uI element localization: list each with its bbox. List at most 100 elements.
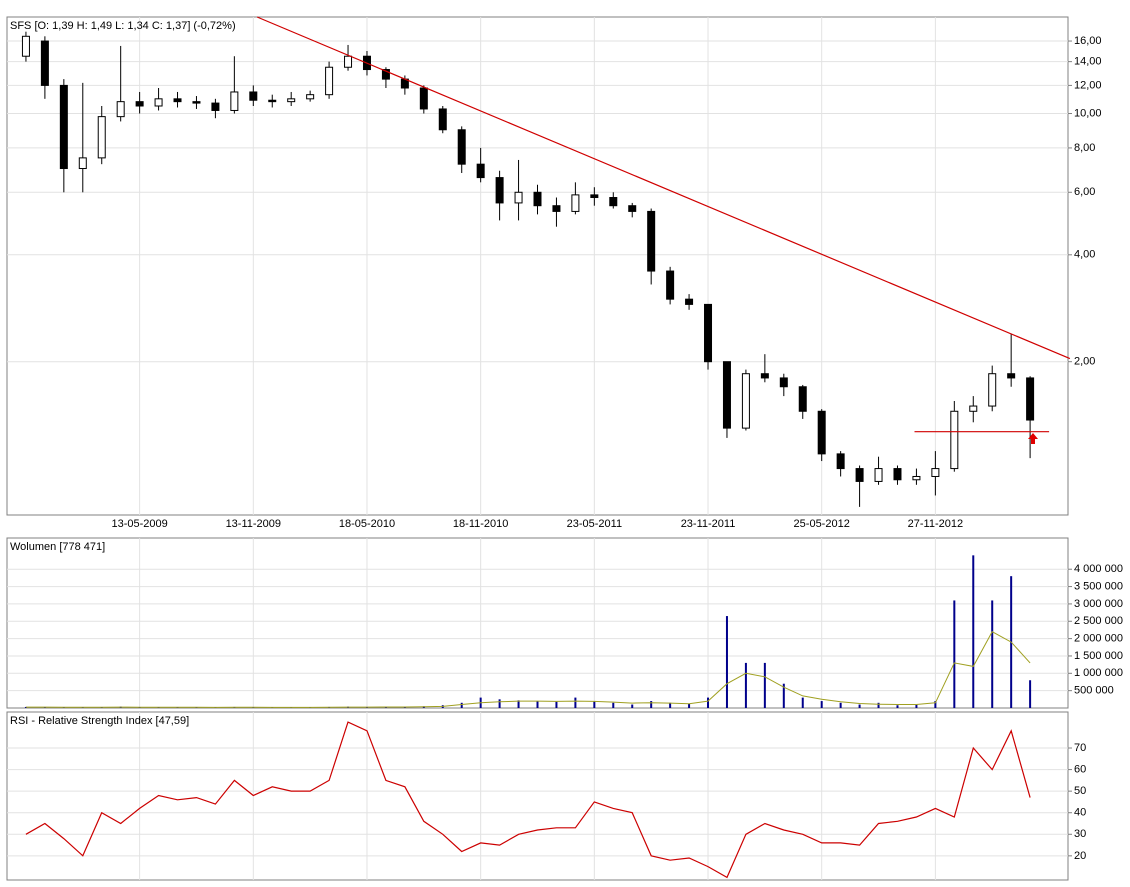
candle-body <box>722 361 731 429</box>
y-tick-label: 4,00 <box>1074 249 1095 261</box>
volume-bar <box>934 701 937 708</box>
candle-body <box>704 303 713 363</box>
y-tick-label: 3 000 000 <box>1074 598 1123 610</box>
volume-bar <box>555 701 558 708</box>
y-tick-label: 4 000 000 <box>1074 563 1123 575</box>
candle-body <box>760 373 769 379</box>
volume-bar <box>612 702 615 708</box>
volume-bar <box>972 555 975 708</box>
volume-average-line <box>25 631 1031 708</box>
candle-body <box>798 386 807 412</box>
candle-body <box>344 55 353 68</box>
candle-body <box>97 116 106 159</box>
y-tick-label: 40 <box>1074 807 1086 819</box>
candle-body <box>154 98 163 107</box>
volume-bar <box>669 702 672 708</box>
candle-body <box>609 197 618 207</box>
x-tick-label: 23-05-2011 <box>567 518 622 530</box>
candle-body <box>836 453 845 470</box>
volume-bar <box>953 600 956 708</box>
panel-frame <box>6 711 1069 881</box>
y-tick-label: 3 500 000 <box>1074 580 1123 592</box>
candle-body <box>249 91 258 101</box>
trend-line <box>256 16 1071 360</box>
candle-body <box>325 66 334 96</box>
y-tick-label: 50 <box>1074 785 1086 797</box>
y-tick-label: 500 000 <box>1074 685 1114 697</box>
volume-bar <box>991 600 994 708</box>
y-tick-label: 60 <box>1074 763 1086 775</box>
candle-body <box>287 98 296 103</box>
volume-bar <box>460 702 463 708</box>
candle-body <box>666 270 675 300</box>
candle-body <box>817 410 826 455</box>
candle-body <box>495 177 504 204</box>
volume-bar <box>744 662 747 708</box>
arrow <box>1028 433 1038 444</box>
y-tick-label: 2,00 <box>1074 356 1095 368</box>
candle-body <box>40 40 49 86</box>
volume-bar <box>858 704 861 708</box>
candle-body <box>779 377 788 388</box>
candle-body <box>855 468 864 482</box>
candle-body <box>78 157 87 170</box>
y-tick-label: 70 <box>1074 742 1086 754</box>
candle-body <box>173 98 182 103</box>
x-tick-label: 27-11-2012 <box>908 518 963 530</box>
candle-body <box>21 35 30 57</box>
volume-bar <box>801 697 804 708</box>
volume-bar <box>631 704 634 708</box>
panel-title: Wolumen [778 471] <box>10 541 105 553</box>
candle-body <box>533 191 542 207</box>
candle-body <box>988 373 997 407</box>
candle-body <box>476 163 485 179</box>
volume-bar <box>782 683 785 708</box>
rsi-line <box>25 721 1031 879</box>
y-tick-label: 30 <box>1074 828 1086 840</box>
volume-bar <box>1029 680 1032 708</box>
volume-bar <box>820 701 823 708</box>
y-tick-label: 6,00 <box>1074 186 1095 198</box>
volume-bar <box>877 702 880 708</box>
candle-body <box>1007 373 1016 379</box>
volume-bar <box>574 697 577 708</box>
candle-body <box>685 298 694 305</box>
y-tick-label: 20 <box>1074 850 1086 862</box>
x-tick-label: 25-05-2012 <box>794 518 850 530</box>
volume-bar <box>896 705 899 708</box>
panel-title: RSI - Relative Strength Index [47,59] <box>10 715 189 727</box>
y-tick-label: 1 500 000 <box>1074 650 1123 662</box>
x-tick-label: 13-11-2009 <box>226 518 281 530</box>
candle-body <box>552 205 561 212</box>
x-tick-label: 18-11-2010 <box>453 518 508 530</box>
panel-frame <box>6 16 1069 516</box>
y-tick-label: 8,00 <box>1074 142 1095 154</box>
y-tick-label: 2 000 000 <box>1074 633 1123 645</box>
candle-body <box>306 94 315 100</box>
candle-body <box>514 191 523 204</box>
candle-body <box>874 468 883 482</box>
candle-body <box>741 373 750 429</box>
candle-body <box>116 101 125 118</box>
volume-bar <box>915 704 918 708</box>
marks-layer: 13-05-2009 13-11-2009 18-05-2010 18-11-2010… <box>10 16 1123 879</box>
volume-bar <box>536 701 539 708</box>
candle-body <box>211 102 220 111</box>
candle-body <box>969 405 978 412</box>
volume-bar <box>839 702 842 708</box>
y-tick-label: 12,00 <box>1074 79 1102 91</box>
x-tick-label: 18-05-2010 <box>339 518 395 530</box>
candle-body <box>647 210 656 272</box>
panel-title: SFS [O: 1,39 H: 1,49 L: 1,34 C: 1,37] (-… <box>10 20 236 32</box>
y-tick-label: 16,00 <box>1074 35 1102 47</box>
candle-body <box>590 194 599 199</box>
candle-body <box>950 410 959 470</box>
volume-bar <box>707 697 710 708</box>
y-tick-label: 10,00 <box>1074 107 1102 119</box>
y-tick-label: 14,00 <box>1074 56 1102 68</box>
candle-body <box>893 468 902 481</box>
x-tick-label: 13-05-2009 <box>111 518 167 530</box>
candle-body <box>571 194 580 212</box>
